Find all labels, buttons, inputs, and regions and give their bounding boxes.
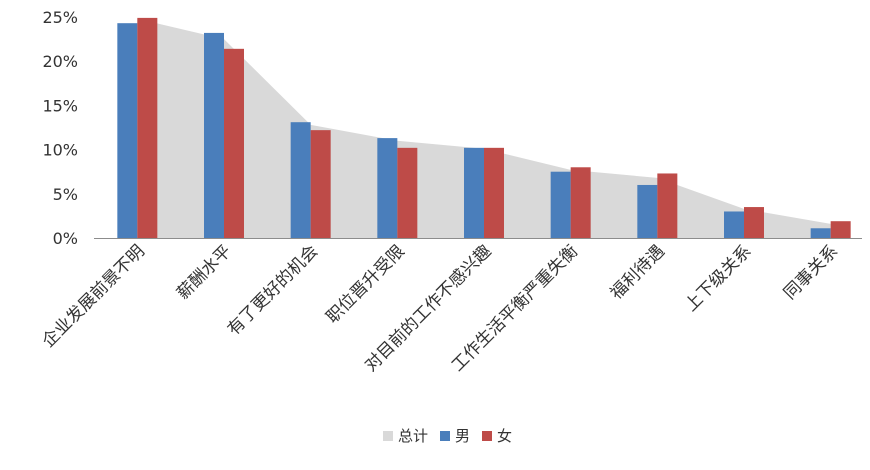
legend-label-total: 总计 [398, 427, 429, 445]
y-tick-label-5: 25% [42, 8, 78, 27]
bar-female-5 [570, 167, 591, 238]
y-tick-label-3: 15% [42, 96, 78, 115]
bar-female-2 [310, 130, 331, 238]
category-label-3: 职位晋升受限 [323, 241, 409, 327]
bar-female-4 [484, 147, 504, 238]
y-tick-label-1: 5% [53, 185, 78, 204]
bar-female-6 [657, 173, 678, 238]
legend-label-male: 男 [455, 427, 471, 445]
bar-layer [117, 17, 851, 238]
bar-male-3 [377, 138, 398, 238]
legend-label-female: 女 [497, 427, 513, 445]
bar-male-5 [550, 171, 571, 238]
y-tick-label-4: 20% [42, 52, 78, 71]
category-label-6: 福利待遇 [607, 241, 669, 303]
y-tick-label-0: 0% [53, 229, 78, 248]
bar-male-2 [290, 122, 311, 238]
legend-item-female: 女 [482, 425, 512, 446]
bar-female-7 [744, 207, 764, 238]
legend: 总计 男 女 [383, 425, 524, 446]
category-label-2: 有了更好的机会 [224, 241, 322, 339]
legend-item-male: 男 [440, 425, 470, 446]
category-label-0: 企业发展前景不明 [39, 241, 149, 351]
legend-swatch-male [440, 430, 451, 441]
category-label-7: 上下级关系 [681, 241, 755, 315]
bar-female-8 [830, 221, 851, 238]
y-tick-label-2: 10% [42, 141, 78, 160]
bar-female-1 [224, 48, 244, 238]
axis-layer: 0% 5% 10% 15% 20% 25% [42, 8, 862, 248]
legend-swatch-female [482, 430, 493, 441]
legend-swatch-total [383, 430, 393, 441]
bar-male-0 [117, 23, 138, 238]
legend-item-total: 总计 [383, 425, 428, 446]
bar-male-8 [810, 228, 831, 238]
bar-male-6 [637, 184, 658, 238]
category-label-8: 同事关系 [780, 241, 842, 303]
bar-male-4 [464, 147, 484, 238]
bar-female-0 [137, 17, 158, 238]
bar-male-1 [204, 32, 224, 238]
bar-female-3 [397, 147, 418, 238]
category-label-1: 薪酬水平 [173, 241, 235, 303]
bar-male-7 [724, 211, 744, 238]
